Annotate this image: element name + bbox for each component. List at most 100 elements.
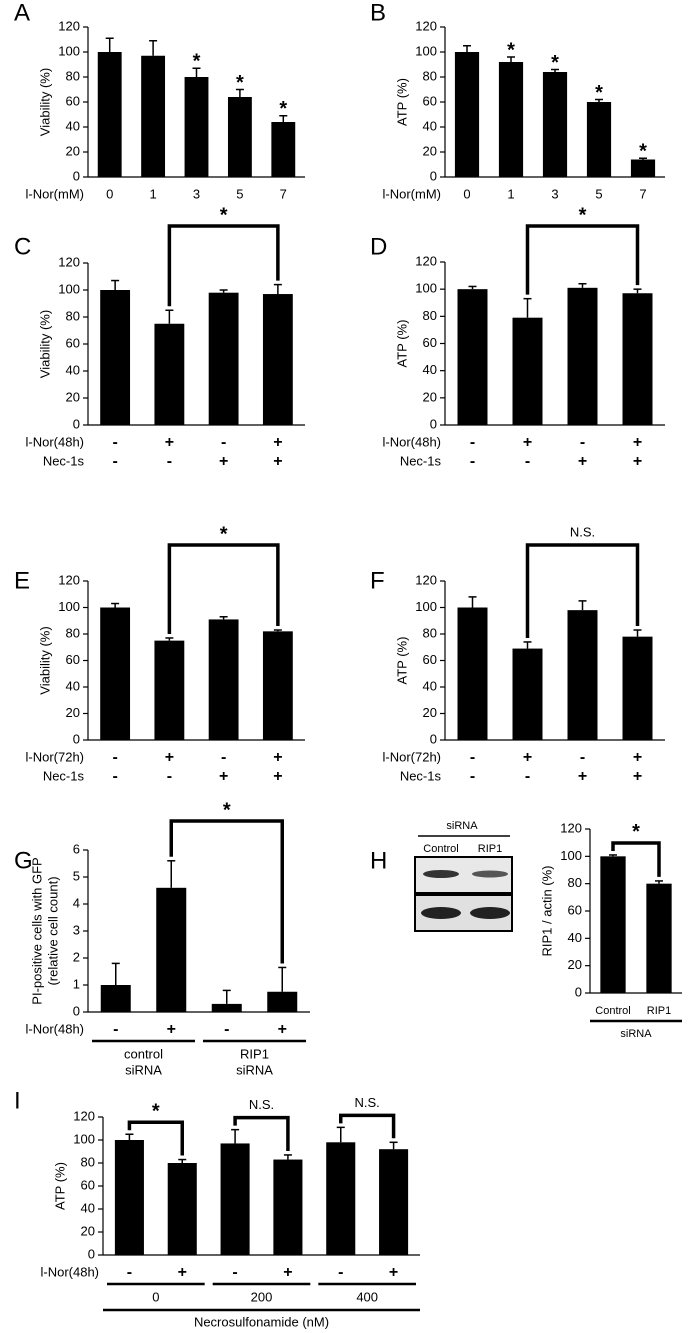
- y-tick-label: 40: [66, 362, 80, 377]
- treatment-sign: -: [580, 749, 585, 766]
- y-tick-label: 0: [430, 168, 437, 183]
- bar: [512, 648, 543, 740]
- treatment-sign: -: [113, 1021, 118, 1038]
- group-label: RIP1: [240, 1046, 269, 1061]
- y-tick-label: 20: [66, 389, 80, 404]
- bracket-label: *: [152, 1101, 160, 1123]
- bar: [97, 52, 122, 177]
- treatment-sign: +: [578, 453, 587, 470]
- y-tick-label: 20: [423, 389, 437, 404]
- y-tick-label: 120: [560, 820, 582, 835]
- treatment-sign: +: [578, 768, 587, 785]
- bar: [100, 607, 131, 740]
- treatment-sign: -: [167, 768, 172, 785]
- significance: *: [595, 82, 603, 104]
- y-tick-label: 120: [415, 18, 437, 33]
- y-axis-label: ATP (%): [52, 1162, 67, 1210]
- blot-band: [421, 907, 461, 919]
- significance: *: [507, 39, 515, 61]
- treatment-sign: -: [525, 453, 530, 470]
- y-tick-label: 120: [415, 572, 437, 587]
- y-tick-label: 80: [423, 68, 437, 83]
- treatment-sign: +: [165, 434, 174, 451]
- bar: [646, 883, 672, 993]
- y-tick-label: 60: [66, 335, 80, 350]
- bar: [211, 1003, 242, 1012]
- y-tick-label: 0: [88, 1246, 95, 1261]
- treatment-sign: -: [112, 453, 117, 470]
- group-label: 0: [152, 1289, 159, 1304]
- group-title: siRNA: [620, 1028, 652, 1040]
- y-tick-label: 60: [423, 335, 437, 350]
- y-axis-label: Viability (%): [37, 626, 52, 694]
- bar: [498, 62, 524, 177]
- y-tick-label: 20: [66, 705, 80, 720]
- row-label: l-Nor(48h): [40, 1264, 99, 1279]
- treatment-sign: +: [523, 434, 532, 451]
- row-label: l-Nor(72h): [382, 749, 441, 764]
- y-tick-label: 40: [423, 118, 437, 133]
- treatment-sign: +: [165, 749, 174, 766]
- panel-label: B: [370, 0, 386, 26]
- treatment-sign: -: [470, 434, 475, 451]
- bar: [154, 640, 185, 740]
- y-tick-label: 0: [575, 984, 582, 999]
- bar: [141, 55, 166, 177]
- y-tick-label: 100: [560, 848, 582, 863]
- bar: [454, 52, 480, 177]
- blot-band: [472, 870, 508, 878]
- bar: [630, 159, 656, 177]
- treatment-sign: +: [523, 749, 532, 766]
- bar: [262, 631, 293, 740]
- y-tick-label: 100: [415, 43, 437, 58]
- y-axis-label: Viability (%): [37, 68, 52, 136]
- bar: [271, 122, 296, 177]
- y-tick-label: 20: [66, 143, 80, 158]
- y-tick-label: 4: [73, 895, 80, 910]
- x-axis-label: l-Nor(mM): [383, 186, 441, 201]
- y-tick-label: 100: [58, 599, 80, 614]
- group-title: Necrosulfonamide (nM): [194, 1314, 329, 1329]
- treatment-sign: +: [633, 768, 642, 785]
- x-tick-label: 5: [595, 186, 602, 201]
- y-axis-label: Viability (%): [37, 310, 52, 378]
- y-tick-label: 120: [73, 1108, 95, 1123]
- group-label: 200: [251, 1289, 273, 1304]
- lane-label: Control: [423, 843, 458, 855]
- bracket: [167, 543, 280, 634]
- y-tick-label: 80: [568, 875, 582, 890]
- y-tick-label: 20: [423, 705, 437, 720]
- significance: *: [279, 98, 287, 120]
- y-axis-label: PI-positive cells with GFP: [29, 857, 44, 1004]
- row-label: Nec-1s: [400, 768, 442, 783]
- bar: [457, 607, 488, 740]
- panel-label: E: [14, 567, 30, 594]
- y-axis-label: ATP (%): [394, 78, 409, 126]
- bar: [457, 289, 488, 425]
- bracket: [525, 224, 640, 295]
- row-label: l-Nor(72h): [25, 749, 84, 764]
- panel-label: F: [370, 567, 385, 594]
- significance: *: [551, 52, 559, 74]
- bar: [600, 856, 626, 993]
- treatment-sign: -: [232, 1264, 237, 1281]
- bracket-label: *: [579, 204, 587, 226]
- treatment-sign: +: [273, 768, 282, 785]
- y-tick-label: 100: [73, 1131, 95, 1146]
- x-tick-label: 3: [551, 186, 558, 201]
- treatment-sign: -: [112, 768, 117, 785]
- y-tick-label: 0: [73, 731, 80, 746]
- bracket-label: *: [632, 821, 640, 843]
- treatment-sign: -: [221, 749, 226, 766]
- x-axis-label: l-Nor(mM): [26, 186, 84, 201]
- bar: [100, 290, 131, 425]
- y-tick-label: 40: [66, 118, 80, 133]
- treatment-sign: +: [178, 1264, 187, 1281]
- treatment-sign: -: [221, 434, 226, 451]
- bar: [100, 985, 131, 1012]
- bracket-label: *: [223, 799, 231, 821]
- bracket: [611, 841, 661, 877]
- x-tick-label: 1: [149, 186, 156, 201]
- y-tick-label: 60: [423, 652, 437, 667]
- row-label: l-Nor(48h): [25, 1021, 84, 1036]
